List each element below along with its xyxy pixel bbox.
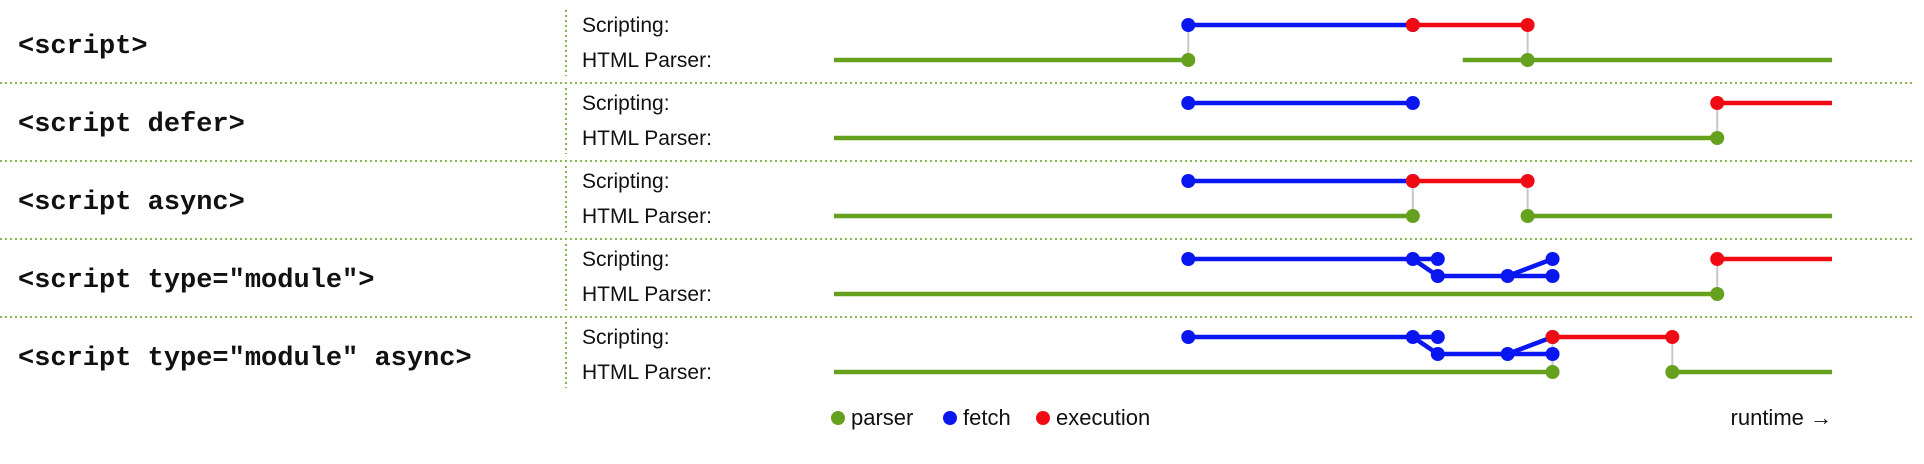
execution-start-dot [1405, 174, 1420, 188]
legend-execution-label: execution [1056, 405, 1150, 430]
execution-start-dot [1545, 330, 1560, 344]
parser-dot [1181, 53, 1196, 67]
legend-fetch-label: fetch [963, 405, 1011, 430]
parser-lane-label: HTML Parser: [582, 361, 712, 384]
fetch-start-dot [1181, 96, 1196, 110]
fetch-end-dot [1405, 96, 1420, 110]
module-fetch-dot [1545, 347, 1560, 361]
execution-start-dot [1710, 96, 1725, 110]
legend-execution-dot [1036, 411, 1050, 425]
execution-start-dot [1405, 18, 1420, 32]
scripting-lane-label: Scripting: [582, 14, 670, 37]
parser-dot [1710, 131, 1725, 145]
module-fetch-dot [1500, 347, 1515, 361]
module-fetch-branch [1410, 256, 1555, 279]
parser-lane-label: HTML Parser: [582, 49, 712, 72]
parser-dot [1405, 209, 1420, 223]
legend: parser fetch execution runtime → [831, 405, 1832, 430]
module-fetch-dot [1545, 252, 1560, 266]
execution-end-dot [1520, 174, 1535, 188]
scripting-lane-label: Scripting: [582, 326, 670, 349]
parser-dot [1520, 53, 1535, 67]
fetch-start-dot [1181, 174, 1196, 188]
row-tag-label: <script async> [18, 188, 245, 218]
scripting-lane-label: Scripting: [582, 92, 670, 115]
module-fetch-dot [1430, 269, 1445, 283]
parser-dot [1710, 287, 1725, 301]
module-fetch-dot [1430, 330, 1445, 344]
row-tag-label: <script type="module"> [18, 266, 374, 296]
module-fetch-dot [1430, 252, 1445, 266]
row-tag-label: <script> [18, 32, 148, 62]
execution-start-dot [1710, 252, 1725, 266]
runtime-axis-label: runtime → [1731, 405, 1832, 430]
legend-parser-label: parser [851, 405, 913, 430]
rows-layer: <script> Scripting: HTML Parser: <script de… [0, 10, 1914, 388]
parser-dot [1545, 365, 1560, 379]
execution-end-dot [1520, 18, 1535, 32]
module-fetch-dot [1500, 269, 1515, 283]
parser-lane-label: HTML Parser: [582, 283, 712, 306]
fetch-start-dot [1181, 252, 1196, 266]
legend-parser-dot [831, 411, 845, 425]
fetch-start-dot [1181, 330, 1196, 344]
legend-fetch-dot [943, 411, 957, 425]
scripting-lane-label: Scripting: [582, 248, 670, 271]
module-fetch-dot [1545, 269, 1560, 283]
row-tag-label: <script type="module" async> [18, 344, 472, 374]
parser-dot [1520, 209, 1535, 223]
scripting-lane-label: Scripting: [582, 170, 670, 193]
module-fetch-branch [1410, 334, 1555, 357]
row-tag-label: <script defer> [18, 110, 245, 140]
parser-lane-label: HTML Parser: [582, 127, 712, 150]
parser-dot [1665, 365, 1680, 379]
parser-lane-label: HTML Parser: [582, 205, 712, 228]
module-fetch-dot [1430, 347, 1445, 361]
fetch-start-dot [1181, 18, 1196, 32]
execution-end-dot [1665, 330, 1680, 344]
